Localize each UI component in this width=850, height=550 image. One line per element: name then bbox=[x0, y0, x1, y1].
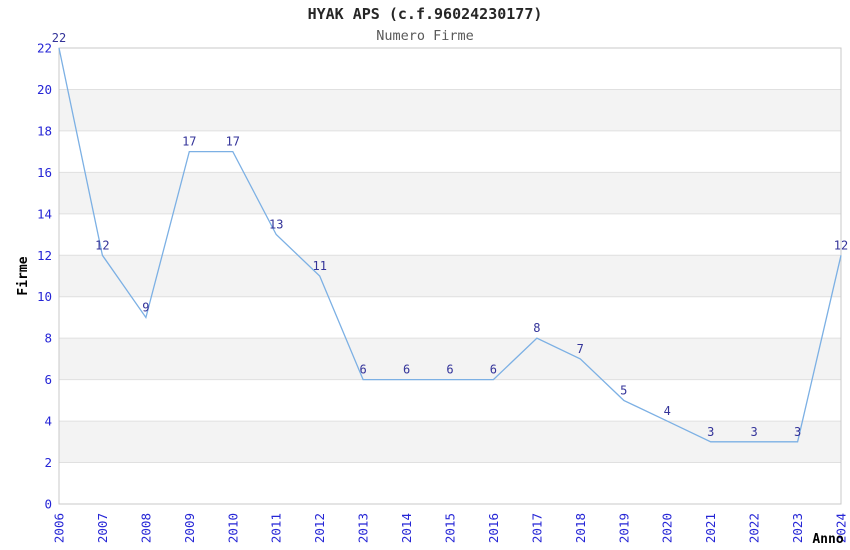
point-label: 5 bbox=[620, 383, 627, 397]
x-tick-label: 2013 bbox=[356, 513, 371, 543]
y-axis-title: Firme bbox=[16, 256, 31, 295]
point-label: 3 bbox=[707, 425, 714, 439]
x-tick-label: 2018 bbox=[573, 513, 588, 543]
y-tick-label: 4 bbox=[44, 414, 52, 429]
point-label: 6 bbox=[359, 363, 366, 377]
x-tick-label: 2011 bbox=[269, 513, 284, 543]
point-label: 17 bbox=[182, 135, 196, 149]
y-tick-label: 18 bbox=[37, 123, 52, 138]
point-label: 12 bbox=[834, 238, 848, 252]
x-tick-label: 2014 bbox=[399, 513, 414, 543]
point-label: 6 bbox=[490, 363, 497, 377]
y-tick-label: 20 bbox=[37, 82, 52, 97]
grid-band bbox=[59, 89, 841, 131]
point-label: 13 bbox=[269, 218, 283, 232]
x-tick-label: 2024 bbox=[834, 513, 849, 543]
point-label: 6 bbox=[403, 363, 410, 377]
y-tick-label: 22 bbox=[37, 41, 52, 56]
y-tick-label: 6 bbox=[44, 372, 52, 387]
point-label: 4 bbox=[664, 404, 671, 418]
point-label: 11 bbox=[312, 259, 326, 273]
grid-band bbox=[59, 338, 841, 380]
y-tick-label: 16 bbox=[37, 165, 52, 180]
series-line bbox=[58, 47, 842, 443]
point-label: 22 bbox=[52, 31, 66, 45]
grid-bands bbox=[59, 89, 841, 463]
point-labels: 22 12 9 17 17 13 11 6 6 6 6 8 7 5 4 3 3 3 12 bbox=[52, 31, 848, 439]
x-tick-label: 2015 bbox=[443, 513, 458, 543]
point-label: 12 bbox=[95, 238, 109, 252]
x-tick-label: 2017 bbox=[529, 513, 544, 543]
x-tick-label: 2022 bbox=[747, 513, 762, 543]
y-tick-label: 8 bbox=[44, 331, 52, 346]
point-label: 3 bbox=[750, 425, 757, 439]
y-axis-tick-labels: 0 2 4 6 8 10 12 14 16 18 20 22 bbox=[37, 41, 52, 512]
x-tick-label: 2010 bbox=[225, 513, 240, 543]
x-tick-label: 2019 bbox=[616, 513, 631, 543]
point-label: 8 bbox=[533, 321, 540, 335]
grid-band bbox=[59, 172, 841, 214]
grid-band bbox=[59, 255, 841, 297]
x-tick-label: 2012 bbox=[312, 513, 327, 543]
point-label: 17 bbox=[226, 135, 240, 149]
point-label: 9 bbox=[142, 301, 149, 315]
x-tick-label: 2016 bbox=[486, 513, 501, 543]
point-label: 7 bbox=[577, 342, 584, 356]
x-tick-label: 2009 bbox=[182, 513, 197, 543]
x-axis-tick-labels: 2006 2007 2008 2009 2010 2011 2012 2013 2014 2015… bbox=[52, 513, 849, 543]
point-label: 3 bbox=[794, 425, 801, 439]
x-tick-label: 2008 bbox=[138, 513, 153, 543]
x-tick-label: 2006 bbox=[52, 513, 67, 543]
x-tick-label: 2023 bbox=[790, 513, 805, 543]
plot-border bbox=[58, 47, 842, 505]
x-tick-label: 2020 bbox=[660, 513, 675, 543]
x-tick-label: 2021 bbox=[703, 513, 718, 543]
chart-subtitle: Numero Firme bbox=[376, 28, 474, 44]
chart-title: HYAK APS (c.f.96024230177) bbox=[308, 5, 543, 23]
x-tick-label: 2007 bbox=[95, 513, 110, 543]
y-tick-label: 14 bbox=[37, 206, 52, 221]
y-tick-label: 2 bbox=[44, 455, 52, 470]
y-tick-label: 10 bbox=[37, 289, 52, 304]
point-label: 6 bbox=[446, 363, 453, 377]
y-tick-label: 12 bbox=[37, 248, 52, 263]
y-tick-label: 0 bbox=[44, 497, 52, 512]
x-axis-title: Anno bbox=[812, 532, 843, 547]
